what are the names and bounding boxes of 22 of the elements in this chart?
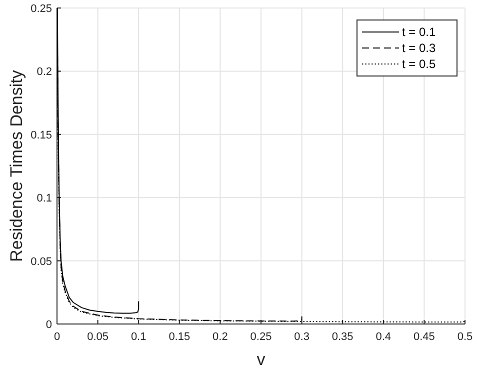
- x-tick-label: 0.45: [413, 331, 435, 343]
- y-tick-label: 0.25: [30, 3, 52, 15]
- x-tick-label: 0.5: [457, 331, 473, 343]
- x-tick-label: 0.25: [250, 331, 272, 343]
- y-tick-label: 0.15: [30, 129, 52, 142]
- x-tick-label: 0.1: [130, 331, 146, 343]
- x-tick-label: 0.15: [168, 331, 190, 343]
- x-tick-label: 0.3: [294, 331, 310, 343]
- x-tick-label: 0: [54, 331, 60, 343]
- y-tick-label: 0.1: [36, 192, 52, 205]
- y-tick-label: 0.2: [36, 66, 52, 78]
- x-tick-label: 0.35: [332, 331, 354, 343]
- x-tick-label: 0.4: [376, 331, 392, 343]
- legend-label: t = 0.3: [402, 41, 436, 55]
- x-tick-label: 0.05: [87, 331, 109, 343]
- legend-label: t = 0.5: [402, 57, 436, 71]
- x-tick-label: 0.2: [212, 331, 228, 343]
- y-tick-label: 0: [46, 319, 52, 331]
- y-axis-title: Residence Times Density: [7, 70, 26, 262]
- legend-label: t = 0.1: [402, 25, 436, 39]
- x-axis-title: v: [256, 350, 266, 369]
- y-tick-label: 0.05: [30, 256, 52, 268]
